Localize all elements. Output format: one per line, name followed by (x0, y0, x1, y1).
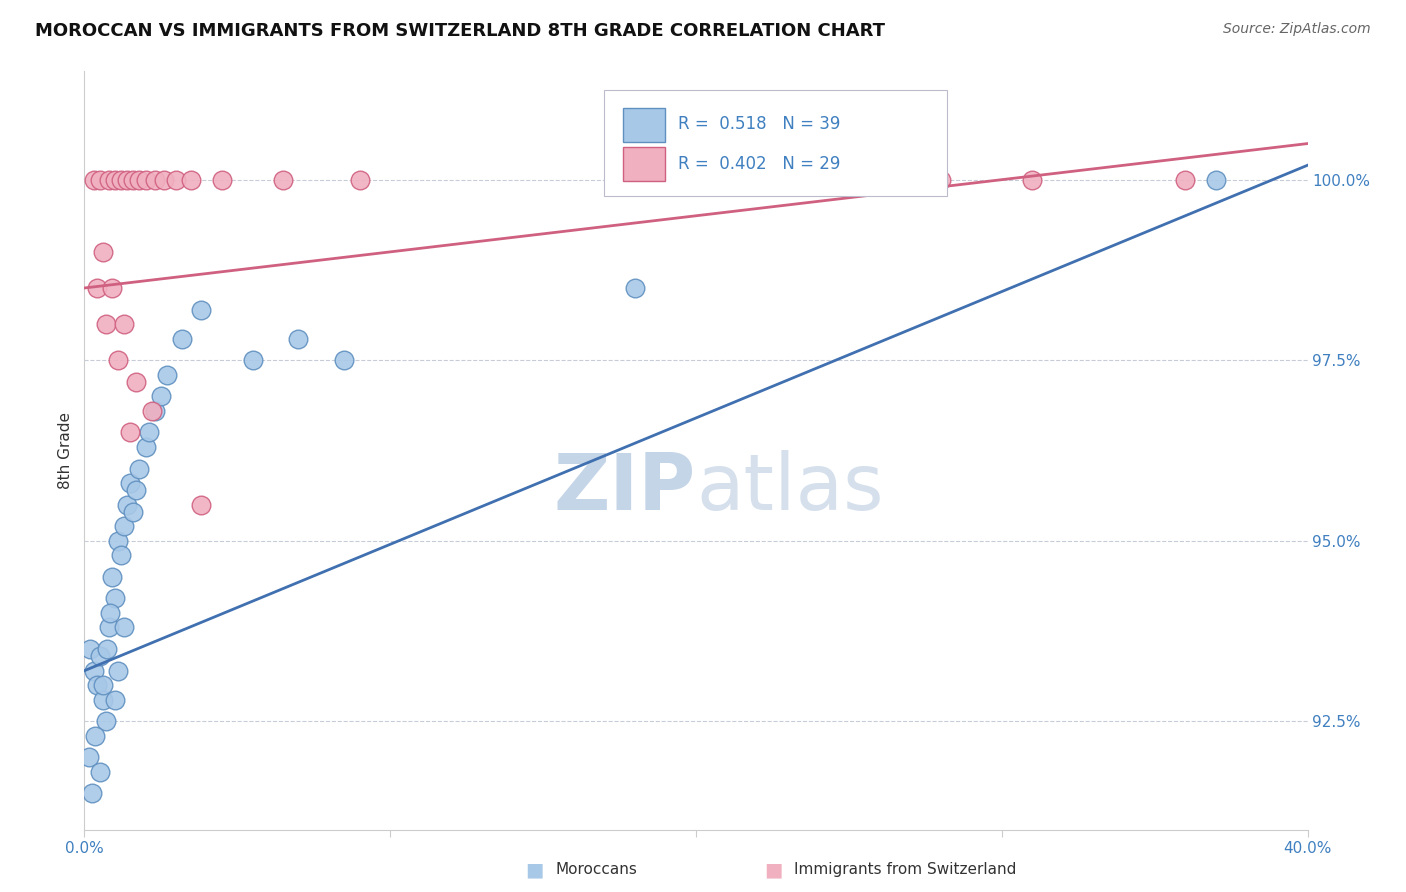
Point (624, 281, 647, 295)
Point (107, 353, 129, 368)
Point (98, 606, 121, 620)
Point (104, 591, 127, 606)
Point (101, 281, 124, 295)
Point (80, 787, 103, 801)
Point (94, 714, 117, 729)
Point (112, 620, 135, 634)
Point (190, 498, 212, 512)
Point (91, 692, 114, 706)
Point (180, 172, 202, 186)
Point (83, 664, 105, 678)
Point (156, 368, 179, 382)
FancyBboxPatch shape (623, 147, 665, 181)
Point (107, 664, 129, 678)
Point (135, 172, 157, 186)
Point (107, 533, 129, 548)
Text: ■: ■ (524, 860, 544, 880)
Text: Source: ZipAtlas.com: Source: ZipAtlas.com (1223, 22, 1371, 37)
Point (349, 172, 371, 186)
Point (86, 281, 108, 295)
Point (929, 172, 952, 186)
Text: ZIP: ZIP (554, 450, 696, 526)
Text: R =  0.518   N = 39: R = 0.518 N = 39 (678, 115, 839, 134)
Point (128, 461, 150, 475)
Point (287, 332, 309, 346)
Point (115, 172, 138, 186)
Text: Moroccans: Moroccans (555, 863, 637, 877)
Point (115, 498, 138, 512)
Point (122, 172, 145, 186)
Point (190, 302, 212, 317)
Point (112, 317, 135, 331)
Point (91, 678, 114, 692)
Point (110, 172, 132, 186)
Point (165, 172, 187, 186)
Point (141, 403, 163, 417)
Point (1174, 172, 1197, 186)
Point (172, 332, 194, 346)
Point (89, 649, 111, 664)
Point (104, 172, 127, 186)
Text: R =  0.402   N = 29: R = 0.402 N = 29 (678, 155, 839, 173)
Point (211, 172, 233, 186)
Text: ■: ■ (763, 860, 783, 880)
Point (91, 244, 114, 259)
Point (271, 172, 294, 186)
Text: MOROCCAN VS IMMIGRANTS FROM SWITZERLAND 8TH GRADE CORRELATION CHART: MOROCCAN VS IMMIGRANTS FROM SWITZERLAND … (35, 22, 886, 40)
Point (110, 548, 132, 562)
Point (94, 317, 117, 331)
Point (89, 764, 111, 779)
Point (77, 750, 100, 764)
Point (79, 642, 101, 657)
Point (112, 519, 135, 533)
Point (122, 505, 145, 519)
Point (128, 172, 150, 186)
Point (1021, 172, 1043, 186)
FancyBboxPatch shape (605, 90, 946, 196)
Point (84, 729, 107, 743)
Point (125, 375, 148, 389)
Point (333, 353, 356, 368)
Point (143, 172, 166, 186)
Point (138, 425, 160, 440)
Point (143, 403, 166, 417)
Point (135, 440, 157, 454)
FancyBboxPatch shape (623, 108, 665, 142)
Point (120, 475, 142, 490)
Point (97, 620, 120, 634)
Y-axis label: 8th Grade: 8th Grade (58, 412, 73, 489)
Point (96, 642, 118, 657)
Point (149, 389, 172, 403)
Point (97, 172, 120, 186)
Point (153, 172, 176, 186)
Point (86, 678, 108, 692)
Point (104, 692, 127, 706)
Text: Immigrants from Switzerland: Immigrants from Switzerland (794, 863, 1017, 877)
Point (83, 172, 105, 186)
Point (125, 483, 148, 498)
Point (242, 353, 264, 368)
Point (1205, 172, 1227, 186)
Point (101, 570, 124, 584)
Point (89, 172, 111, 186)
Text: atlas: atlas (696, 450, 883, 526)
Point (120, 425, 142, 440)
